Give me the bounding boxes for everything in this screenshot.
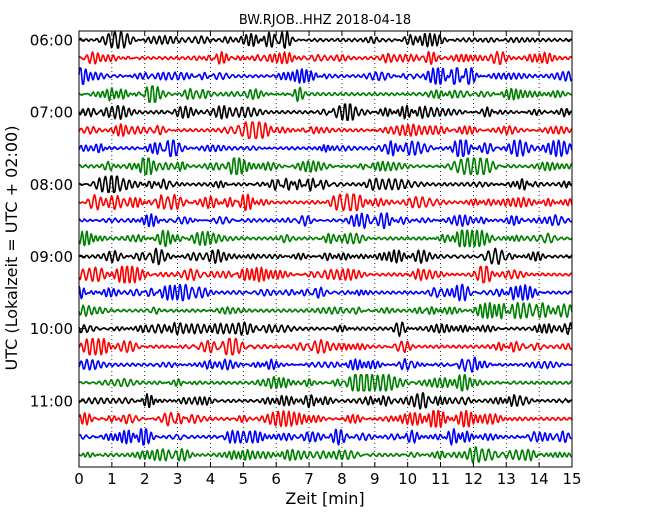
x-tick-label: 4 (206, 470, 216, 488)
x-tick-label: 8 (337, 470, 347, 488)
y-axis-label: UTC (Lokalzeit = UTC + 02:00) (2, 126, 21, 371)
seismic-trace-19 (78, 373, 573, 392)
seismic-trace-3 (78, 85, 573, 103)
x-tick-label: 6 (271, 470, 281, 488)
chart-title: BW.RJOB..HHZ 2018-04-18 (239, 13, 411, 28)
plot-frame (78, 30, 573, 468)
x-tick-label: 14 (530, 470, 549, 488)
seismic-trace-18 (78, 356, 573, 373)
trace-group (78, 31, 573, 464)
x-tick-label: 3 (173, 470, 183, 488)
x-tick-label: 1 (107, 470, 117, 488)
seismic-trace-6 (78, 139, 573, 158)
seismic-trace-13 (78, 265, 573, 284)
x-tick-label: 10 (398, 470, 417, 488)
seismic-trace-22 (78, 428, 573, 446)
seismic-trace-0 (78, 31, 573, 49)
seismic-trace-14 (78, 283, 573, 302)
seismic-trace-15 (78, 301, 573, 320)
x-tick-label: 5 (239, 470, 249, 488)
x-tick-label: 2 (140, 470, 150, 488)
y-tick-label: 06:00 (30, 32, 73, 50)
x-tick-label: 9 (370, 470, 380, 488)
y-tick-label: 09:00 (30, 248, 73, 266)
y-axis: 06:00 07:00 08:00 09:00 10:00 11:00 (30, 32, 572, 410)
seismic-trace-8 (78, 175, 573, 194)
y-tick-label: 08:00 (30, 176, 73, 194)
x-axis: 0 1 2 3 4 5 6 7 8 9 10 11 12 13 14 15 (74, 31, 582, 488)
x-tick-label: 13 (497, 470, 516, 488)
seismic-trace-12 (78, 247, 573, 266)
seismic-trace-23 (78, 446, 573, 464)
seismic-trace-11 (78, 229, 573, 248)
x-tick-label: 0 (74, 470, 84, 488)
seismic-trace-2 (78, 67, 573, 85)
seismic-trace-7 (78, 157, 573, 176)
seismic-trace-4 (78, 103, 573, 121)
y-tick-label: 10:00 (30, 320, 73, 338)
seismic-trace-10 (78, 212, 573, 230)
seismic-trace-5 (78, 121, 573, 139)
seismic-trace-20 (78, 392, 573, 410)
x-tick-label: 15 (562, 470, 581, 488)
y-tick-label: 11:00 (30, 392, 73, 410)
minute-grid (111, 31, 540, 467)
seismic-trace-17 (78, 337, 573, 356)
x-tick-label: 12 (464, 470, 483, 488)
x-axis-label: Zeit [min] (285, 489, 364, 508)
seismic-trace-1 (78, 50, 573, 66)
seismic-trace-9 (78, 193, 573, 212)
x-tick-label: 7 (304, 470, 314, 488)
y-tick-label: 07:00 (30, 104, 73, 122)
x-tick-label: 11 (431, 470, 450, 488)
seismic-trace-16 (78, 321, 573, 338)
seismic-trace-21 (78, 410, 573, 428)
